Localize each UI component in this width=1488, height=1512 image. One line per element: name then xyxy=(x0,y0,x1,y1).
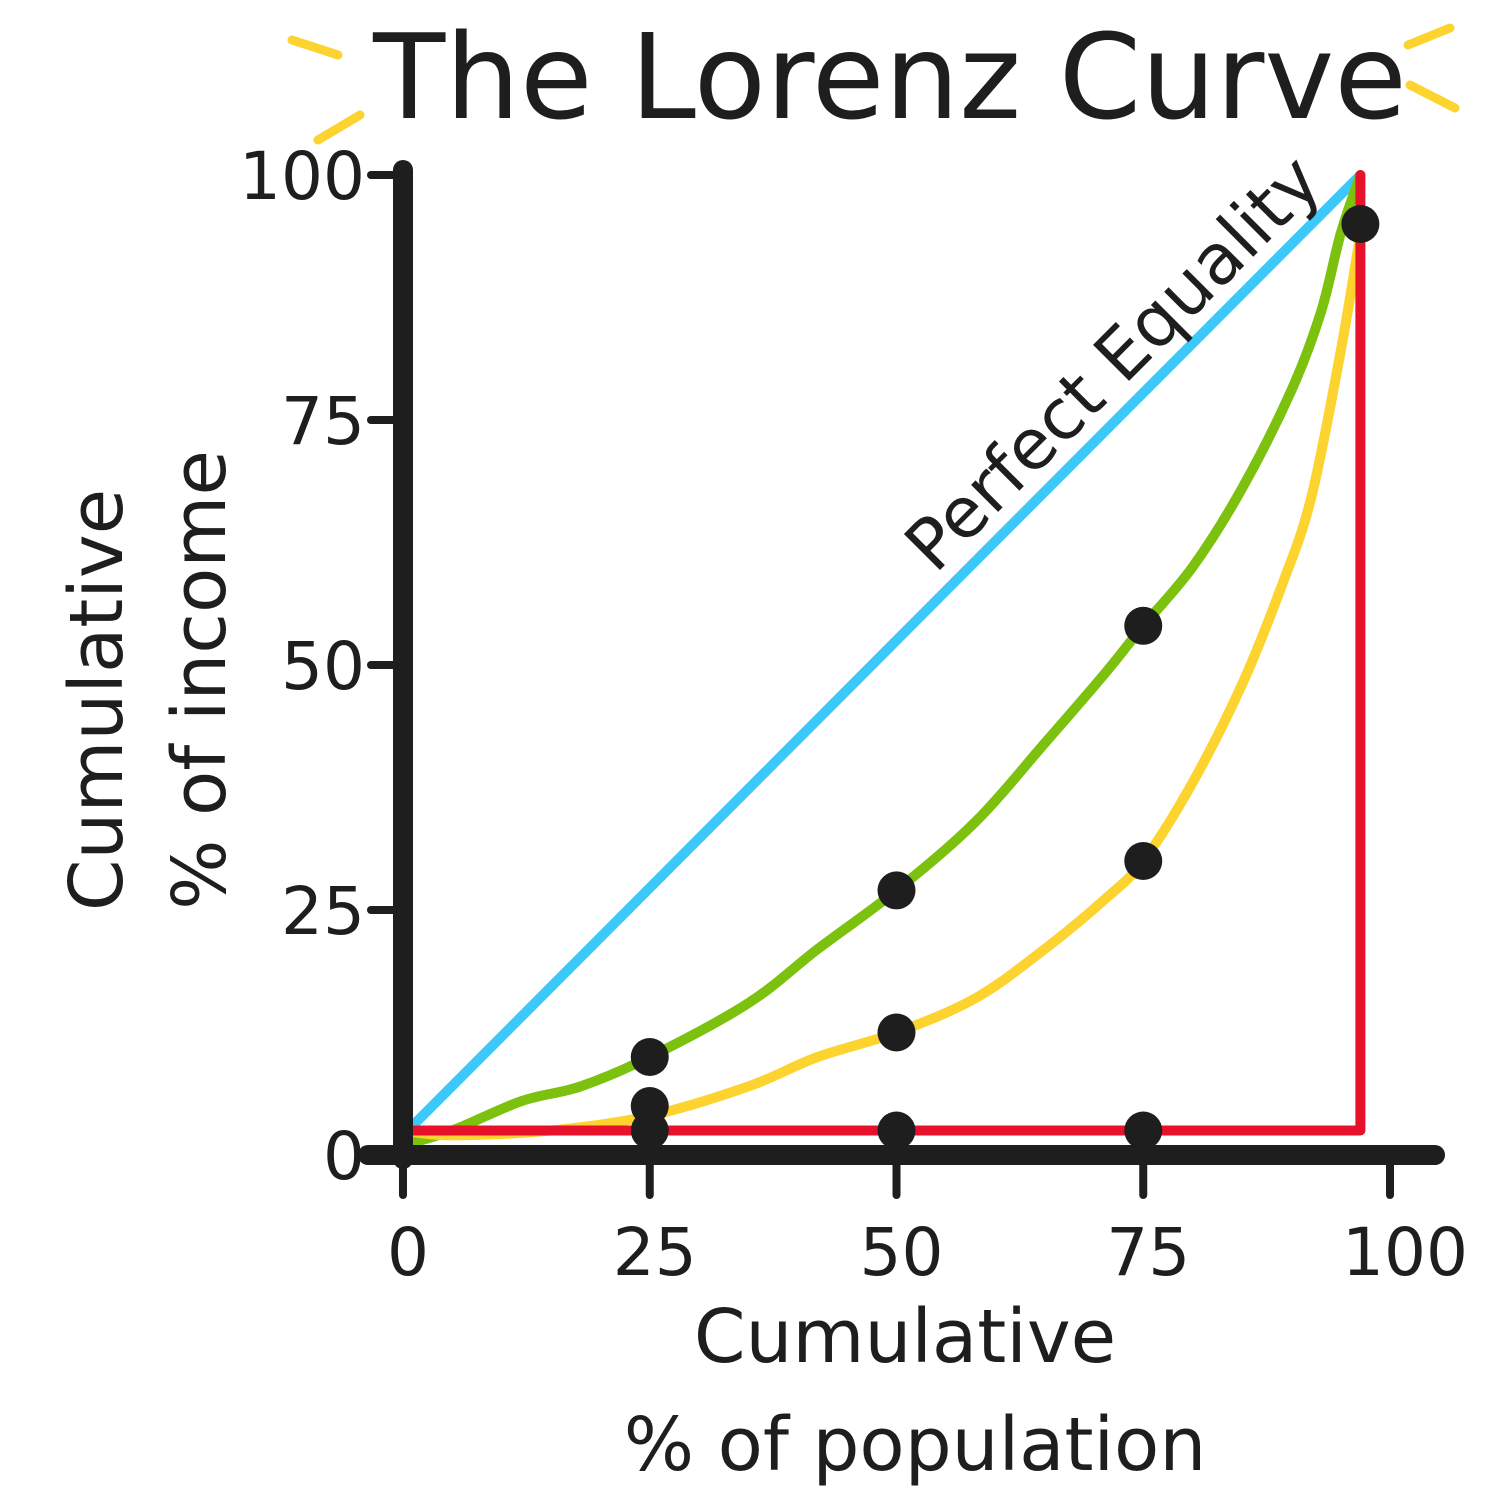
accent-dash-3 xyxy=(1405,80,1460,113)
x-tick-label-2: 50 xyxy=(860,1214,944,1291)
y-axis-title-line-2: % of income xyxy=(157,450,243,910)
x-tick-label-1: 25 xyxy=(613,1214,697,1291)
x-tick-label-4: 100 xyxy=(1342,1214,1468,1291)
data-point-4 xyxy=(877,1013,916,1052)
x-axis-title-line-1: Cumulative xyxy=(694,1294,1116,1380)
x-tick-label-3: 75 xyxy=(1106,1214,1190,1291)
data-point-6 xyxy=(1124,606,1163,645)
y-axis-title-line-1: Cumulative xyxy=(54,489,140,911)
title-accent-marks xyxy=(287,23,1460,145)
marker-layer xyxy=(630,205,1380,1150)
accent-dash-2 xyxy=(1403,23,1455,50)
accent-dash-0 xyxy=(287,35,343,60)
y-tick-label-1: 25 xyxy=(281,873,365,950)
series-line-1 xyxy=(398,170,1366,1151)
x-axis-title-line-2: % of population xyxy=(624,1402,1206,1488)
data-point-9 xyxy=(1341,205,1380,243)
series-line-2 xyxy=(398,228,1366,1141)
tick-labels: 0 25 50 75 100 0 25 50 75 100 xyxy=(239,138,1468,1291)
series-line-0 xyxy=(398,170,1366,1141)
data-point-3 xyxy=(877,871,916,910)
series-layer xyxy=(398,170,1366,1151)
series-line-3 xyxy=(398,170,1366,1136)
chart-title: The Lorenz Curve xyxy=(372,8,1407,146)
accent-dash-1 xyxy=(313,110,365,145)
data-point-7 xyxy=(1124,842,1163,880)
axes xyxy=(358,160,1445,1199)
data-point-8 xyxy=(1124,1111,1163,1150)
y-tick-label-0: 0 xyxy=(323,1118,365,1195)
x-tick-label-0: 0 xyxy=(387,1214,429,1291)
data-point-2 xyxy=(630,1111,669,1150)
y-tick-label-2: 50 xyxy=(281,628,365,705)
data-point-0 xyxy=(630,1038,669,1076)
y-tick-label-4: 100 xyxy=(239,138,365,215)
data-point-5 xyxy=(877,1111,916,1150)
perfect-equality-label: Perfect Equality xyxy=(889,139,1337,587)
y-tick-label-3: 75 xyxy=(281,383,365,460)
